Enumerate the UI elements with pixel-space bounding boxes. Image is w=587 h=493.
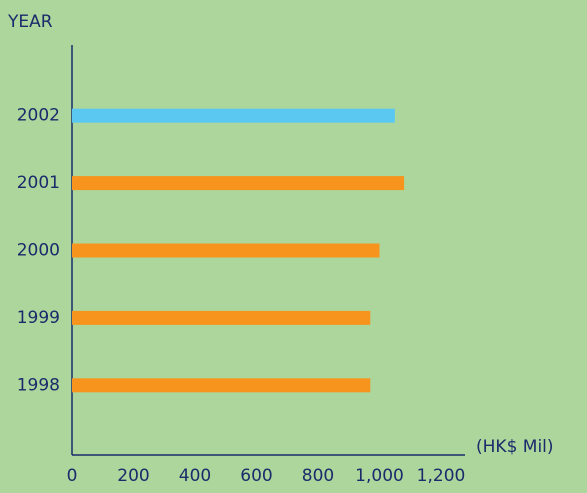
x-tick-label: 0 [67, 466, 78, 486]
x-tick-label: 400 [179, 466, 211, 486]
y-tick-label: 1999 [17, 308, 60, 328]
y-tick-label: 2000 [17, 241, 60, 261]
bar [72, 378, 371, 393]
x-tick-label: 1,000 [355, 466, 404, 486]
bar [72, 176, 405, 191]
x-tick-label: 800 [302, 466, 334, 486]
y-axis-label: YEAR [7, 12, 53, 32]
y-tick-label: 2001 [17, 173, 60, 193]
x-axis-label: (HK$ Mil) [476, 437, 554, 457]
bar [72, 310, 371, 325]
y-tick-label: 2002 [17, 106, 60, 126]
y-tick-label: 1998 [17, 375, 60, 395]
x-tick-label: 600 [240, 466, 272, 486]
bar [72, 243, 380, 258]
x-tick-label: 200 [117, 466, 149, 486]
x-tick-label: 1,200 [417, 466, 466, 486]
bar [72, 108, 395, 123]
